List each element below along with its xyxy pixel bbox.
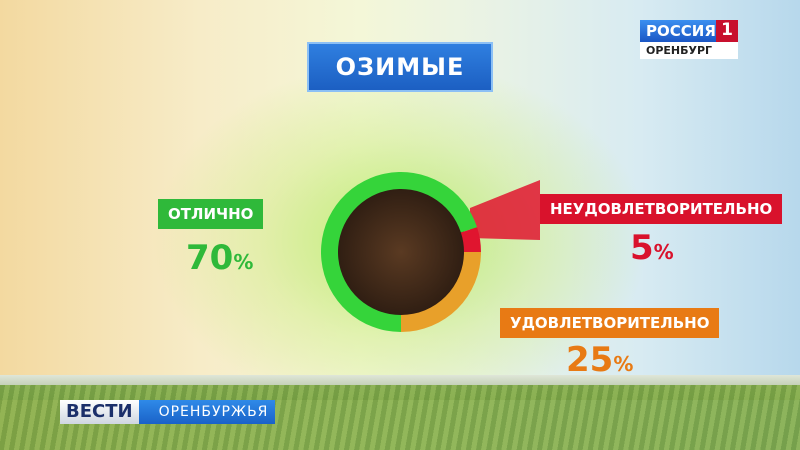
label-satisfactory: УДОВЛЕТВОРИТЕЛЬНО xyxy=(500,308,720,338)
value-unsatisfactory: 5% xyxy=(630,228,674,268)
slices xyxy=(321,172,481,332)
value-number: 5 xyxy=(630,228,654,268)
program-name: ВЕСТИ xyxy=(60,400,139,424)
value-excellent: 70% xyxy=(186,238,253,278)
program-bug: ВЕСТИ ОРЕНБУРЖЬЯ xyxy=(60,400,275,424)
label-unsatisfactory: НЕУДОВЛЕТВОРИТЕЛЬНО xyxy=(540,194,783,224)
center-photo xyxy=(335,186,467,318)
slice-1 xyxy=(460,227,481,252)
value-unit: % xyxy=(233,250,254,274)
program-region: ОРЕНБУРЖЬЯ xyxy=(138,400,275,424)
channel-name: РОССИЯ xyxy=(640,20,716,42)
slice-2 xyxy=(401,252,481,332)
pointer-wedge xyxy=(470,180,540,240)
channel-region: ОРЕНБУРГ xyxy=(640,42,738,59)
label-excellent: ОТЛИЧНО xyxy=(158,199,264,229)
value-satisfactory: 25% xyxy=(566,340,633,380)
value-number: 25 xyxy=(566,340,614,380)
channel-number: 1 xyxy=(716,20,738,42)
value-number: 70 xyxy=(186,238,234,278)
channel-logo: РОССИЯ 1 ОРЕНБУРГ xyxy=(640,20,738,59)
value-unit: % xyxy=(653,240,674,264)
chart-title: ОЗИМЫЕ xyxy=(307,42,493,92)
value-unit: % xyxy=(613,352,634,376)
